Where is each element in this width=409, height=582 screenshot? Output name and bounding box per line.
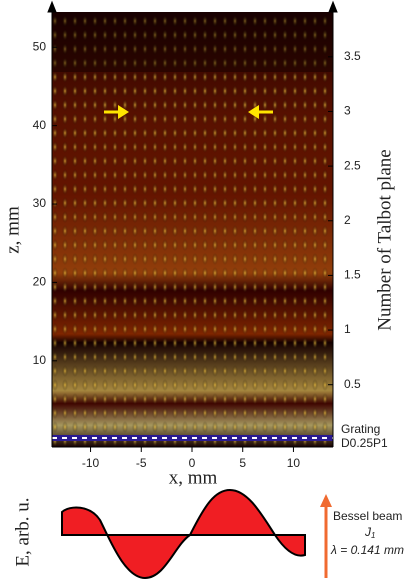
x-tick-label: 5 [239, 456, 246, 470]
axes [47, 0, 338, 448]
inset-title: Bessel beam [333, 509, 402, 523]
y-axis-label: z, mm [2, 206, 23, 254]
y2-tick-label: 1.5 [344, 268, 361, 282]
y2-tick-label: 3.5 [344, 49, 361, 63]
y2-axis-label: Number of Talbot plane [374, 149, 395, 330]
function-subscript: 1 [371, 531, 375, 540]
heatmap [52, 12, 333, 447]
y-tick-label: 50 [33, 39, 47, 53]
inset-y-label: E, arb. u. [12, 497, 33, 566]
y-tick-label: 20 [33, 275, 47, 289]
inset-function: J1 [364, 525, 375, 540]
y2-tick-label: 2.5 [344, 158, 361, 172]
y2-tick-label: 2 [344, 213, 351, 227]
y-tick-label: 40 [33, 118, 47, 132]
y-tick-label: 30 [33, 196, 47, 210]
x-tick-label: 0 [189, 456, 196, 470]
x-tick-label: 10 [287, 456, 301, 470]
inset-wavelength: λ = 0.141 mm [330, 543, 404, 557]
annotation: Grating [341, 422, 380, 436]
grating [52, 435, 333, 441]
function-name: J [364, 525, 372, 539]
x-tick-label: -5 [136, 456, 147, 470]
y2-tick-label: 3 [344, 104, 351, 118]
y2-tick-label: 1 [344, 322, 351, 336]
x-tick-label: -10 [82, 456, 100, 470]
annotation: D0.25P1 [341, 436, 388, 450]
inset [61, 488, 332, 580]
arrows [104, 105, 273, 119]
y-tick-label: 10 [33, 353, 47, 367]
y2-tick-label: 0.5 [344, 377, 361, 391]
x-axis-label: x, mm [169, 467, 218, 488]
